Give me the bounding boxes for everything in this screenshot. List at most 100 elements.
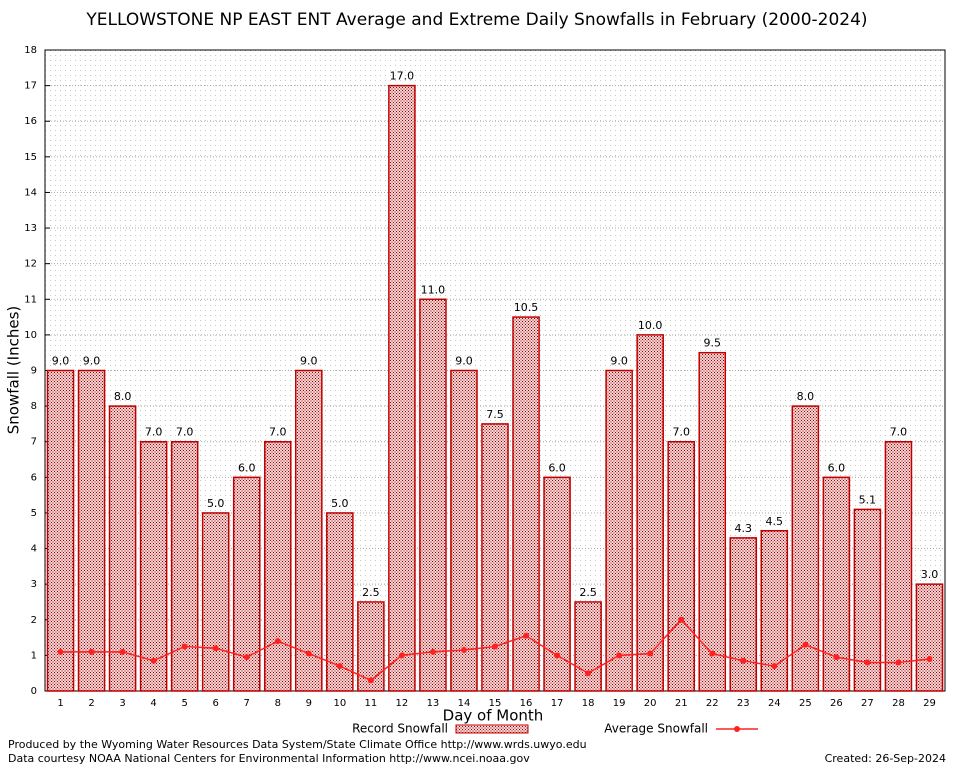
x-tick-label: 22 — [706, 698, 719, 709]
x-tick-label: 21 — [675, 698, 688, 709]
line-marker — [212, 645, 219, 652]
bar — [667, 440, 695, 692]
y-tick-label: 3 — [31, 579, 37, 590]
legend-swatch — [455, 724, 529, 734]
bar — [263, 440, 292, 692]
y-tick-label: 10 — [24, 330, 37, 341]
value-label: 5.0 — [331, 497, 349, 510]
value-label: 3.0 — [921, 568, 939, 581]
value-label: 9.0 — [610, 355, 628, 368]
x-tick-label: 20 — [644, 698, 657, 709]
value-label: 9.0 — [455, 355, 473, 368]
y-tick-label: 11 — [24, 294, 37, 305]
x-tick-label: 29 — [923, 698, 936, 709]
value-label: 9.0 — [52, 355, 70, 368]
bar — [139, 440, 168, 692]
bar — [729, 537, 758, 692]
value-label: 17.0 — [390, 70, 415, 83]
x-tick-label: 9 — [306, 698, 312, 709]
value-label: 7.0 — [890, 426, 908, 439]
y-tick-label: 13 — [24, 223, 37, 234]
y-tick-label: 9 — [31, 366, 37, 377]
bar — [419, 298, 447, 692]
line-marker — [181, 643, 188, 650]
x-tick-label: 16 — [520, 698, 533, 709]
value-label: 10.5 — [514, 301, 539, 314]
line-marker — [864, 659, 871, 666]
y-tick-label: 12 — [24, 259, 37, 270]
x-tick-label: 15 — [489, 698, 502, 709]
line-marker — [709, 650, 716, 657]
line-marker — [926, 655, 933, 662]
bar — [326, 512, 354, 692]
x-tick-label: 25 — [799, 698, 812, 709]
x-tick-label: 7 — [244, 698, 250, 709]
x-tick-label: 2 — [88, 698, 94, 709]
created-date: Created: 26-Sep-2024 — [825, 752, 946, 765]
value-label: 9.0 — [300, 355, 318, 368]
x-tick-label: 13 — [427, 698, 440, 709]
y-tick-label: 16 — [24, 116, 37, 127]
y-tick-label: 1 — [31, 650, 37, 661]
bar — [884, 440, 913, 692]
bar — [450, 369, 478, 692]
x-tick-label: 5 — [181, 698, 187, 709]
y-tick-label: 5 — [31, 508, 37, 519]
line-marker — [398, 652, 405, 659]
value-label: 4.5 — [766, 515, 784, 528]
x-tick-label: 11 — [364, 698, 377, 709]
line-marker — [460, 647, 467, 654]
value-label: 9.5 — [703, 337, 721, 350]
value-label: 5.1 — [859, 493, 877, 506]
bar — [574, 601, 602, 692]
bar — [46, 369, 75, 692]
line-marker — [274, 638, 281, 645]
line-marker — [678, 616, 685, 623]
x-tick-label: 8 — [275, 698, 281, 709]
value-label: 7.0 — [145, 426, 163, 439]
value-label: 2.5 — [579, 586, 597, 599]
line-marker — [554, 652, 561, 659]
footer-line: Produced by the Wyoming Water Resources … — [8, 738, 587, 751]
bar — [543, 476, 571, 692]
line-marker — [523, 632, 530, 639]
line-marker — [305, 650, 312, 657]
value-label: 11.0 — [421, 283, 446, 296]
line-marker — [336, 663, 343, 670]
bar — [698, 351, 727, 692]
legend-label: Average Snowfall — [604, 722, 708, 736]
y-tick-label: 7 — [31, 437, 37, 448]
y-tick-label: 17 — [24, 81, 37, 92]
x-tick-label: 24 — [768, 698, 781, 709]
value-label: 7.0 — [176, 426, 194, 439]
value-label: 7.0 — [672, 426, 690, 439]
footer-line: Data courtesy NOAA National Centers for … — [8, 752, 530, 765]
x-axis-label: Day of Month — [443, 707, 544, 725]
value-label: 4.3 — [735, 522, 753, 535]
x-tick-label: 12 — [396, 698, 409, 709]
y-tick-label: 6 — [31, 472, 37, 483]
value-label: 5.0 — [207, 497, 225, 510]
value-label: 7.5 — [486, 408, 504, 421]
line-marker — [616, 652, 623, 659]
legend-swatch — [734, 726, 740, 732]
value-label: 2.5 — [362, 586, 380, 599]
bar — [170, 440, 199, 692]
line-marker — [367, 677, 374, 684]
y-tick-label: 18 — [24, 45, 37, 56]
value-label: 8.0 — [114, 390, 132, 403]
x-tick-label: 19 — [613, 698, 626, 709]
x-tick-label: 6 — [213, 698, 219, 709]
line-marker — [895, 659, 902, 666]
bar — [512, 316, 540, 692]
line-marker — [771, 663, 778, 670]
x-tick-label: 4 — [150, 698, 156, 709]
line-marker — [802, 641, 809, 648]
value-label: 10.0 — [638, 319, 663, 332]
bar — [481, 423, 509, 692]
y-tick-label: 4 — [31, 544, 37, 555]
x-tick-label: 28 — [892, 698, 905, 709]
y-tick-label: 0 — [31, 686, 37, 697]
bar — [295, 369, 323, 692]
